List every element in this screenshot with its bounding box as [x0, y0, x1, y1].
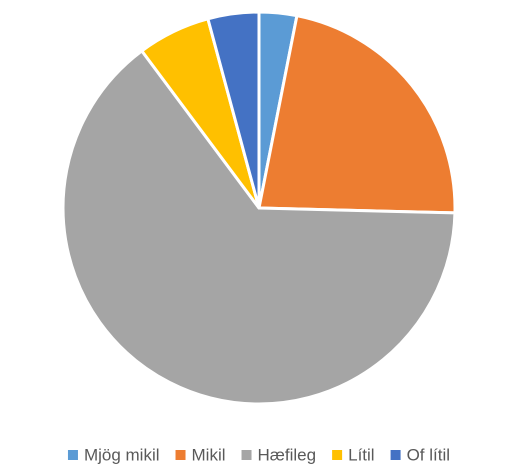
legend-swatch — [175, 450, 186, 460]
pie — [61, 10, 457, 406]
legend-label: Mjög mikil — [84, 445, 160, 464]
legend-swatch — [241, 450, 252, 460]
legend-label: Hæfileg — [258, 445, 317, 464]
legend-label: Lítil — [348, 445, 374, 464]
pie-slice — [257, 14, 457, 215]
legend-swatch — [332, 450, 343, 460]
legend-label: Of lítil — [407, 445, 450, 464]
pie-slice — [206, 10, 261, 210]
legend: Mjög mikil Mikil Hæfileg Lítil Of lítil — [67, 445, 450, 464]
legend-label: Mikil — [192, 445, 226, 464]
legend-swatch — [390, 450, 401, 460]
legend-swatch — [67, 450, 78, 460]
pie-slice — [61, 49, 457, 406]
